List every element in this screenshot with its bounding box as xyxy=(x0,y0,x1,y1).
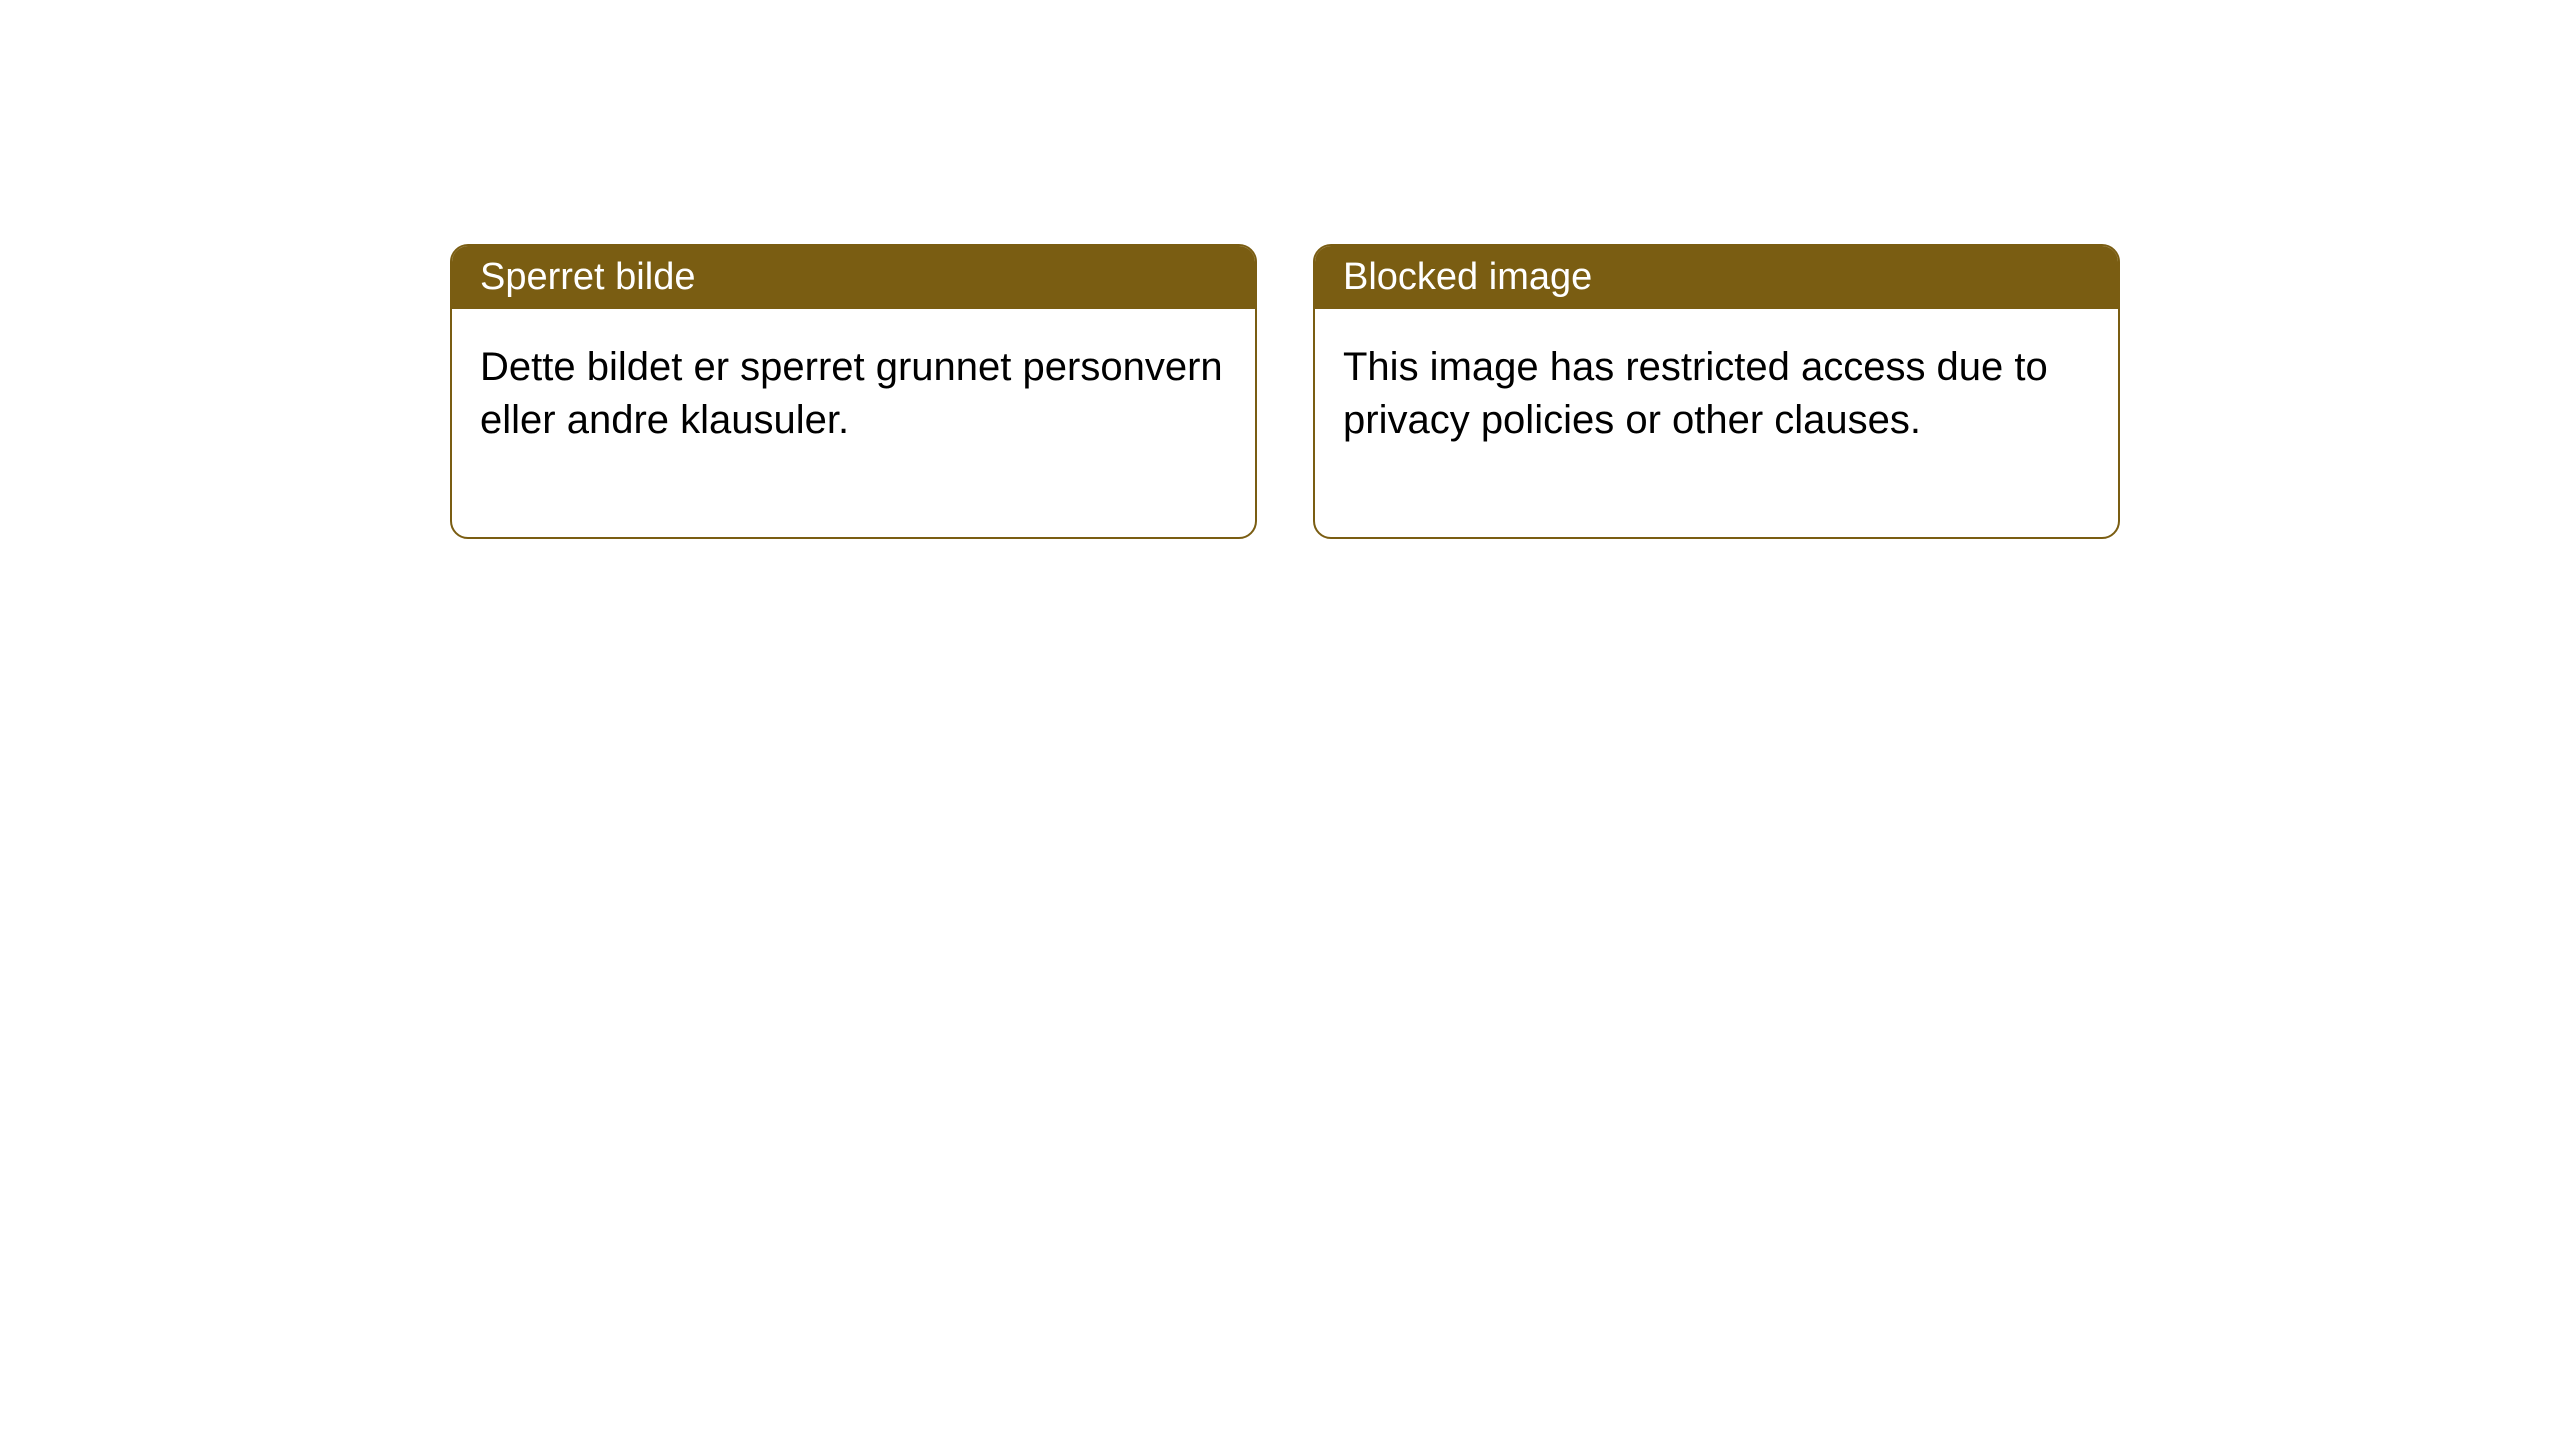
card-title: Sperret bilde xyxy=(452,246,1255,309)
card-body: Dette bildet er sperret grunnet personve… xyxy=(452,309,1255,537)
notice-card-norwegian: Sperret bilde Dette bildet er sperret gr… xyxy=(450,244,1257,539)
notice-cards-container: Sperret bilde Dette bildet er sperret gr… xyxy=(0,0,2560,539)
card-body: This image has restricted access due to … xyxy=(1315,309,2118,537)
card-title: Blocked image xyxy=(1315,246,2118,309)
notice-card-english: Blocked image This image has restricted … xyxy=(1313,244,2120,539)
